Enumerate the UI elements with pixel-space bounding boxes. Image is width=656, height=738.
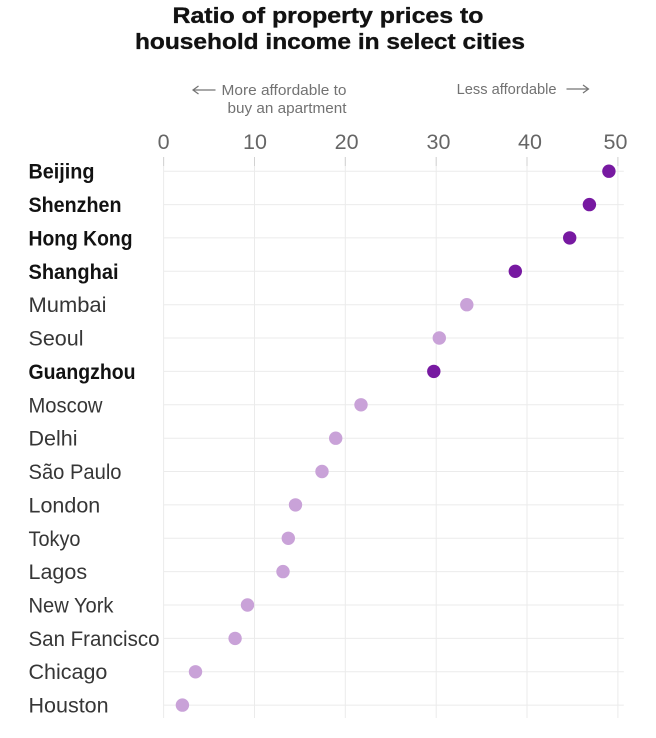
svg-text:Shenzhen: Shenzhen bbox=[29, 193, 122, 217]
svg-text:Shanghai: Shanghai bbox=[29, 260, 119, 284]
svg-text:Ratio of property prices to: Ratio of property prices to bbox=[173, 3, 484, 28]
svg-text:More affordable to: More affordable to bbox=[222, 82, 347, 99]
svg-text:São Paulo: São Paulo bbox=[29, 460, 122, 484]
svg-text:Seoul: Seoul bbox=[29, 327, 84, 351]
svg-text:Lagos: Lagos bbox=[29, 560, 88, 584]
svg-text:Tokyo: Tokyo bbox=[29, 527, 81, 551]
svg-text:Beijing: Beijing bbox=[29, 160, 95, 184]
svg-text:household income in select cit: household income in select cities bbox=[135, 29, 525, 54]
svg-text:buy an apartment: buy an apartment bbox=[228, 100, 348, 117]
svg-text:Houston: Houston bbox=[29, 694, 109, 718]
svg-text:Less affordable: Less affordable bbox=[457, 81, 557, 98]
svg-text:30: 30 bbox=[427, 130, 451, 154]
svg-text:San Francisco: San Francisco bbox=[29, 627, 160, 651]
svg-text:New York: New York bbox=[29, 594, 114, 618]
svg-text:40: 40 bbox=[518, 130, 542, 154]
svg-text:Mumbai: Mumbai bbox=[29, 293, 107, 317]
svg-text:Moscow: Moscow bbox=[29, 393, 103, 417]
svg-text:London: London bbox=[29, 493, 101, 517]
svg-text:Hong Kong: Hong Kong bbox=[29, 226, 133, 250]
svg-text:0: 0 bbox=[158, 130, 170, 154]
svg-text:Guangzhou: Guangzhou bbox=[29, 360, 136, 384]
svg-text:50: 50 bbox=[604, 130, 628, 154]
svg-text:20: 20 bbox=[335, 130, 359, 154]
svg-text:Delhi: Delhi bbox=[29, 427, 78, 451]
svg-text:Chicago: Chicago bbox=[29, 660, 108, 684]
svg-text:10: 10 bbox=[243, 130, 267, 154]
